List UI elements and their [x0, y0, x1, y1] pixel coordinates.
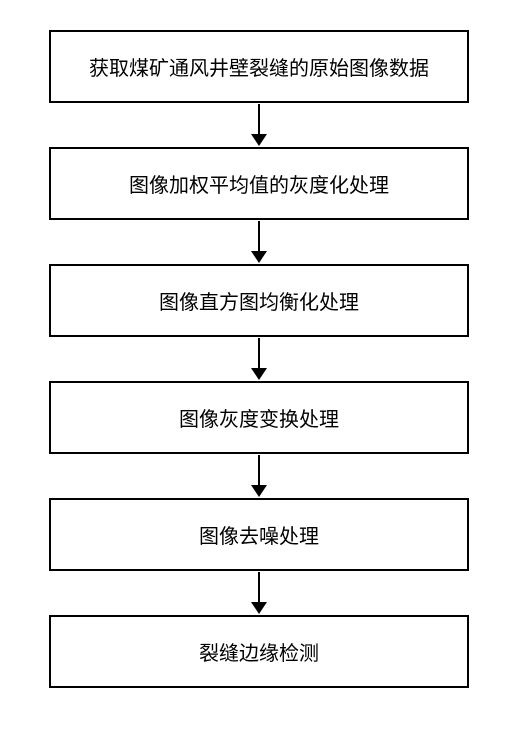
node-label: 图像去噪处理 [199, 520, 319, 549]
flowchart-arrow [251, 337, 267, 381]
flowchart-arrow [251, 454, 267, 498]
flowchart-arrow [251, 220, 267, 264]
arrow-line [258, 104, 260, 134]
flowchart-node-2: 图像加权平均值的灰度化处理 [49, 147, 469, 220]
arrow-line [258, 572, 260, 602]
node-label: 图像灰度变换处理 [179, 403, 339, 432]
arrow-line [258, 455, 260, 485]
arrow-line [258, 221, 260, 251]
flowchart-node-5: 图像去噪处理 [49, 498, 469, 571]
flowchart-arrow [251, 103, 267, 147]
arrow-head-icon [251, 134, 267, 146]
arrow-head-icon [251, 485, 267, 497]
arrow-head-icon [251, 602, 267, 614]
flowchart-node-1: 获取煤矿通风井壁裂缝的原始图像数据 [49, 30, 469, 103]
arrow-line [258, 338, 260, 368]
node-label: 图像直方图均衡化处理 [159, 286, 359, 315]
node-label: 图像加权平均值的灰度化处理 [129, 169, 389, 198]
arrow-head-icon [251, 251, 267, 263]
flowchart-node-6: 裂缝边缘检测 [49, 615, 469, 688]
flowchart-node-4: 图像灰度变换处理 [49, 381, 469, 454]
node-label: 裂缝边缘检测 [199, 637, 319, 666]
arrow-head-icon [251, 368, 267, 380]
flowchart-arrow [251, 571, 267, 615]
flowchart-node-3: 图像直方图均衡化处理 [49, 264, 469, 337]
flowchart-container: 获取煤矿通风井壁裂缝的原始图像数据 图像加权平均值的灰度化处理 图像直方图均衡化… [40, 30, 478, 688]
node-label: 获取煤矿通风井壁裂缝的原始图像数据 [89, 52, 429, 81]
